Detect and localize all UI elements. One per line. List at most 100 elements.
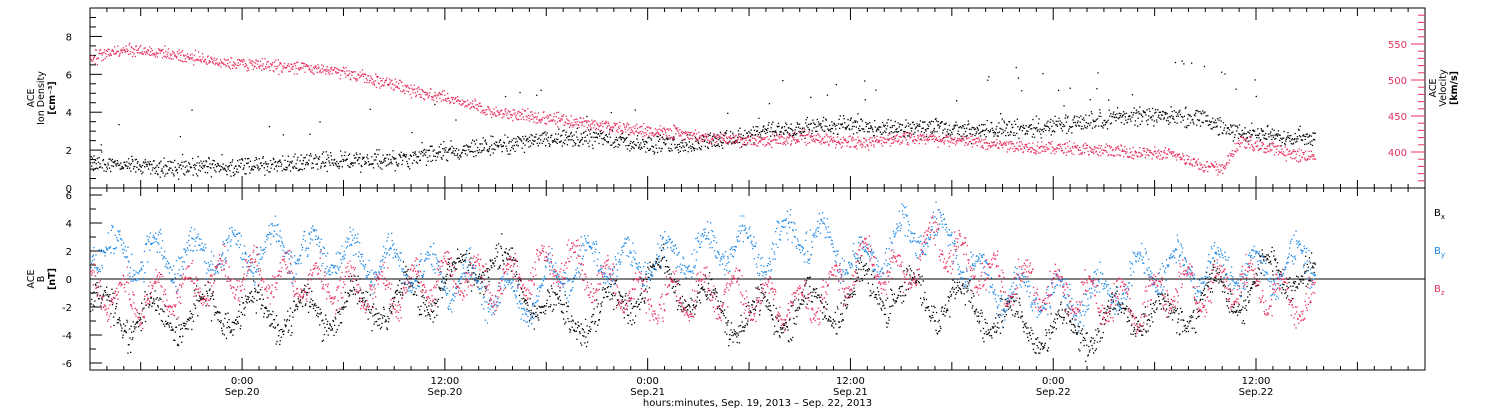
velocity-series-point [254, 62, 257, 64]
density-series-point [160, 170, 162, 172]
velocity-series-point [1135, 151, 1138, 153]
velocity-series-point [1207, 170, 1209, 173]
density-series-point [1120, 113, 1122, 115]
velocity-series-point [130, 50, 132, 53]
density-series-point [819, 124, 821, 127]
velocity-series-point [757, 142, 759, 144]
density-series-point [98, 157, 100, 159]
density-series-point [503, 142, 506, 144]
velocity-series-point [956, 142, 958, 144]
density-series-point [537, 138, 539, 140]
density-series-point [1115, 116, 1118, 118]
density-series-point [340, 150, 342, 152]
density-series-point [281, 163, 283, 165]
density-series-point [948, 132, 950, 135]
velocity-series-point [766, 144, 768, 146]
density-series-point [1260, 139, 1262, 141]
field-series-Bx-point [126, 321, 129, 323]
density-series-point [356, 153, 358, 156]
density-series-point [1106, 121, 1108, 123]
velocity-series-point [362, 75, 365, 77]
density-series-point [328, 162, 331, 164]
density-series-point [631, 142, 634, 144]
velocity-series-point [1120, 144, 1122, 146]
density-series-point [1172, 116, 1174, 118]
density-series-point [830, 127, 832, 130]
velocity-series-point [1082, 144, 1085, 146]
density-series-point [446, 151, 448, 153]
density-series-point [606, 136, 609, 138]
velocity-series-point [1153, 154, 1155, 156]
velocity-series-point [847, 141, 849, 144]
density-series-point [624, 138, 626, 140]
density-series-point [521, 140, 523, 142]
density-series-point [145, 161, 147, 163]
velocity-series-point [682, 138, 684, 141]
velocity-series-point [1001, 144, 1003, 146]
density-series-point [834, 123, 836, 125]
velocity-series-point [628, 127, 630, 129]
velocity-series-point [884, 138, 886, 140]
velocity-series-point [206, 56, 209, 58]
density-series-point [1005, 134, 1007, 137]
velocity-series-point [428, 94, 430, 97]
velocity-series-point [678, 135, 680, 137]
velocity-series-point [968, 137, 970, 139]
velocity-series-point [113, 53, 115, 55]
density-series-point [434, 103, 436, 106]
velocity-series-point [384, 81, 386, 84]
density-series-point [379, 167, 381, 169]
density-series-point [831, 127, 834, 130]
density-series-point [171, 172, 173, 174]
velocity-series-point [810, 136, 812, 138]
velocity-series-point [927, 140, 929, 142]
velocity-series-point [420, 94, 422, 96]
density-series-point [1053, 122, 1055, 124]
velocity-series-point [525, 115, 527, 117]
density-series-point [1061, 122, 1063, 124]
density-series-point [1299, 135, 1301, 137]
density-series-point [302, 159, 304, 162]
density-series-point [95, 159, 97, 161]
density-series-point [1146, 109, 1148, 111]
velocity-series-point [700, 140, 702, 142]
density-series-point [1059, 123, 1061, 125]
density-series-point [935, 120, 938, 122]
velocity-series-point [1086, 147, 1088, 149]
density-series-point [879, 126, 881, 128]
velocity-series-point [962, 138, 964, 140]
density-series-point [595, 136, 597, 138]
velocity-series-point [760, 137, 762, 140]
velocity-series-point [1028, 148, 1031, 151]
velocity-series-point [1147, 154, 1149, 156]
density-series-point [1206, 120, 1208, 122]
velocity-series-point [207, 55, 209, 57]
density-series-point [450, 152, 453, 154]
density-series-point [878, 129, 880, 131]
velocity-series-point [720, 133, 722, 135]
velocity-series-point [677, 130, 679, 132]
velocity-series-point [293, 73, 296, 75]
density-series-point [486, 150, 488, 152]
density-series-point [1171, 110, 1173, 113]
velocity-series-point [267, 61, 269, 63]
velocity-series-point [520, 118, 522, 120]
velocity-series-point [868, 149, 870, 151]
velocity-series-point [645, 133, 648, 136]
density-series-point [1218, 133, 1221, 136]
velocity-series-point [750, 143, 752, 146]
density-series-point [841, 123, 843, 126]
density-series-point [1075, 125, 1077, 127]
density-series-point [1267, 133, 1270, 135]
density-series-point [287, 160, 289, 163]
density-series-point [1155, 111, 1157, 113]
velocity-series-point [434, 91, 436, 94]
density-series-point [757, 133, 759, 136]
velocity-series-point [273, 71, 275, 73]
density-series-point [453, 153, 455, 155]
velocity-series-point [178, 59, 180, 61]
density-series-point [467, 145, 469, 147]
velocity-series-point [1019, 145, 1021, 147]
density-series-point [369, 108, 371, 110]
velocity-series-point [215, 62, 218, 64]
